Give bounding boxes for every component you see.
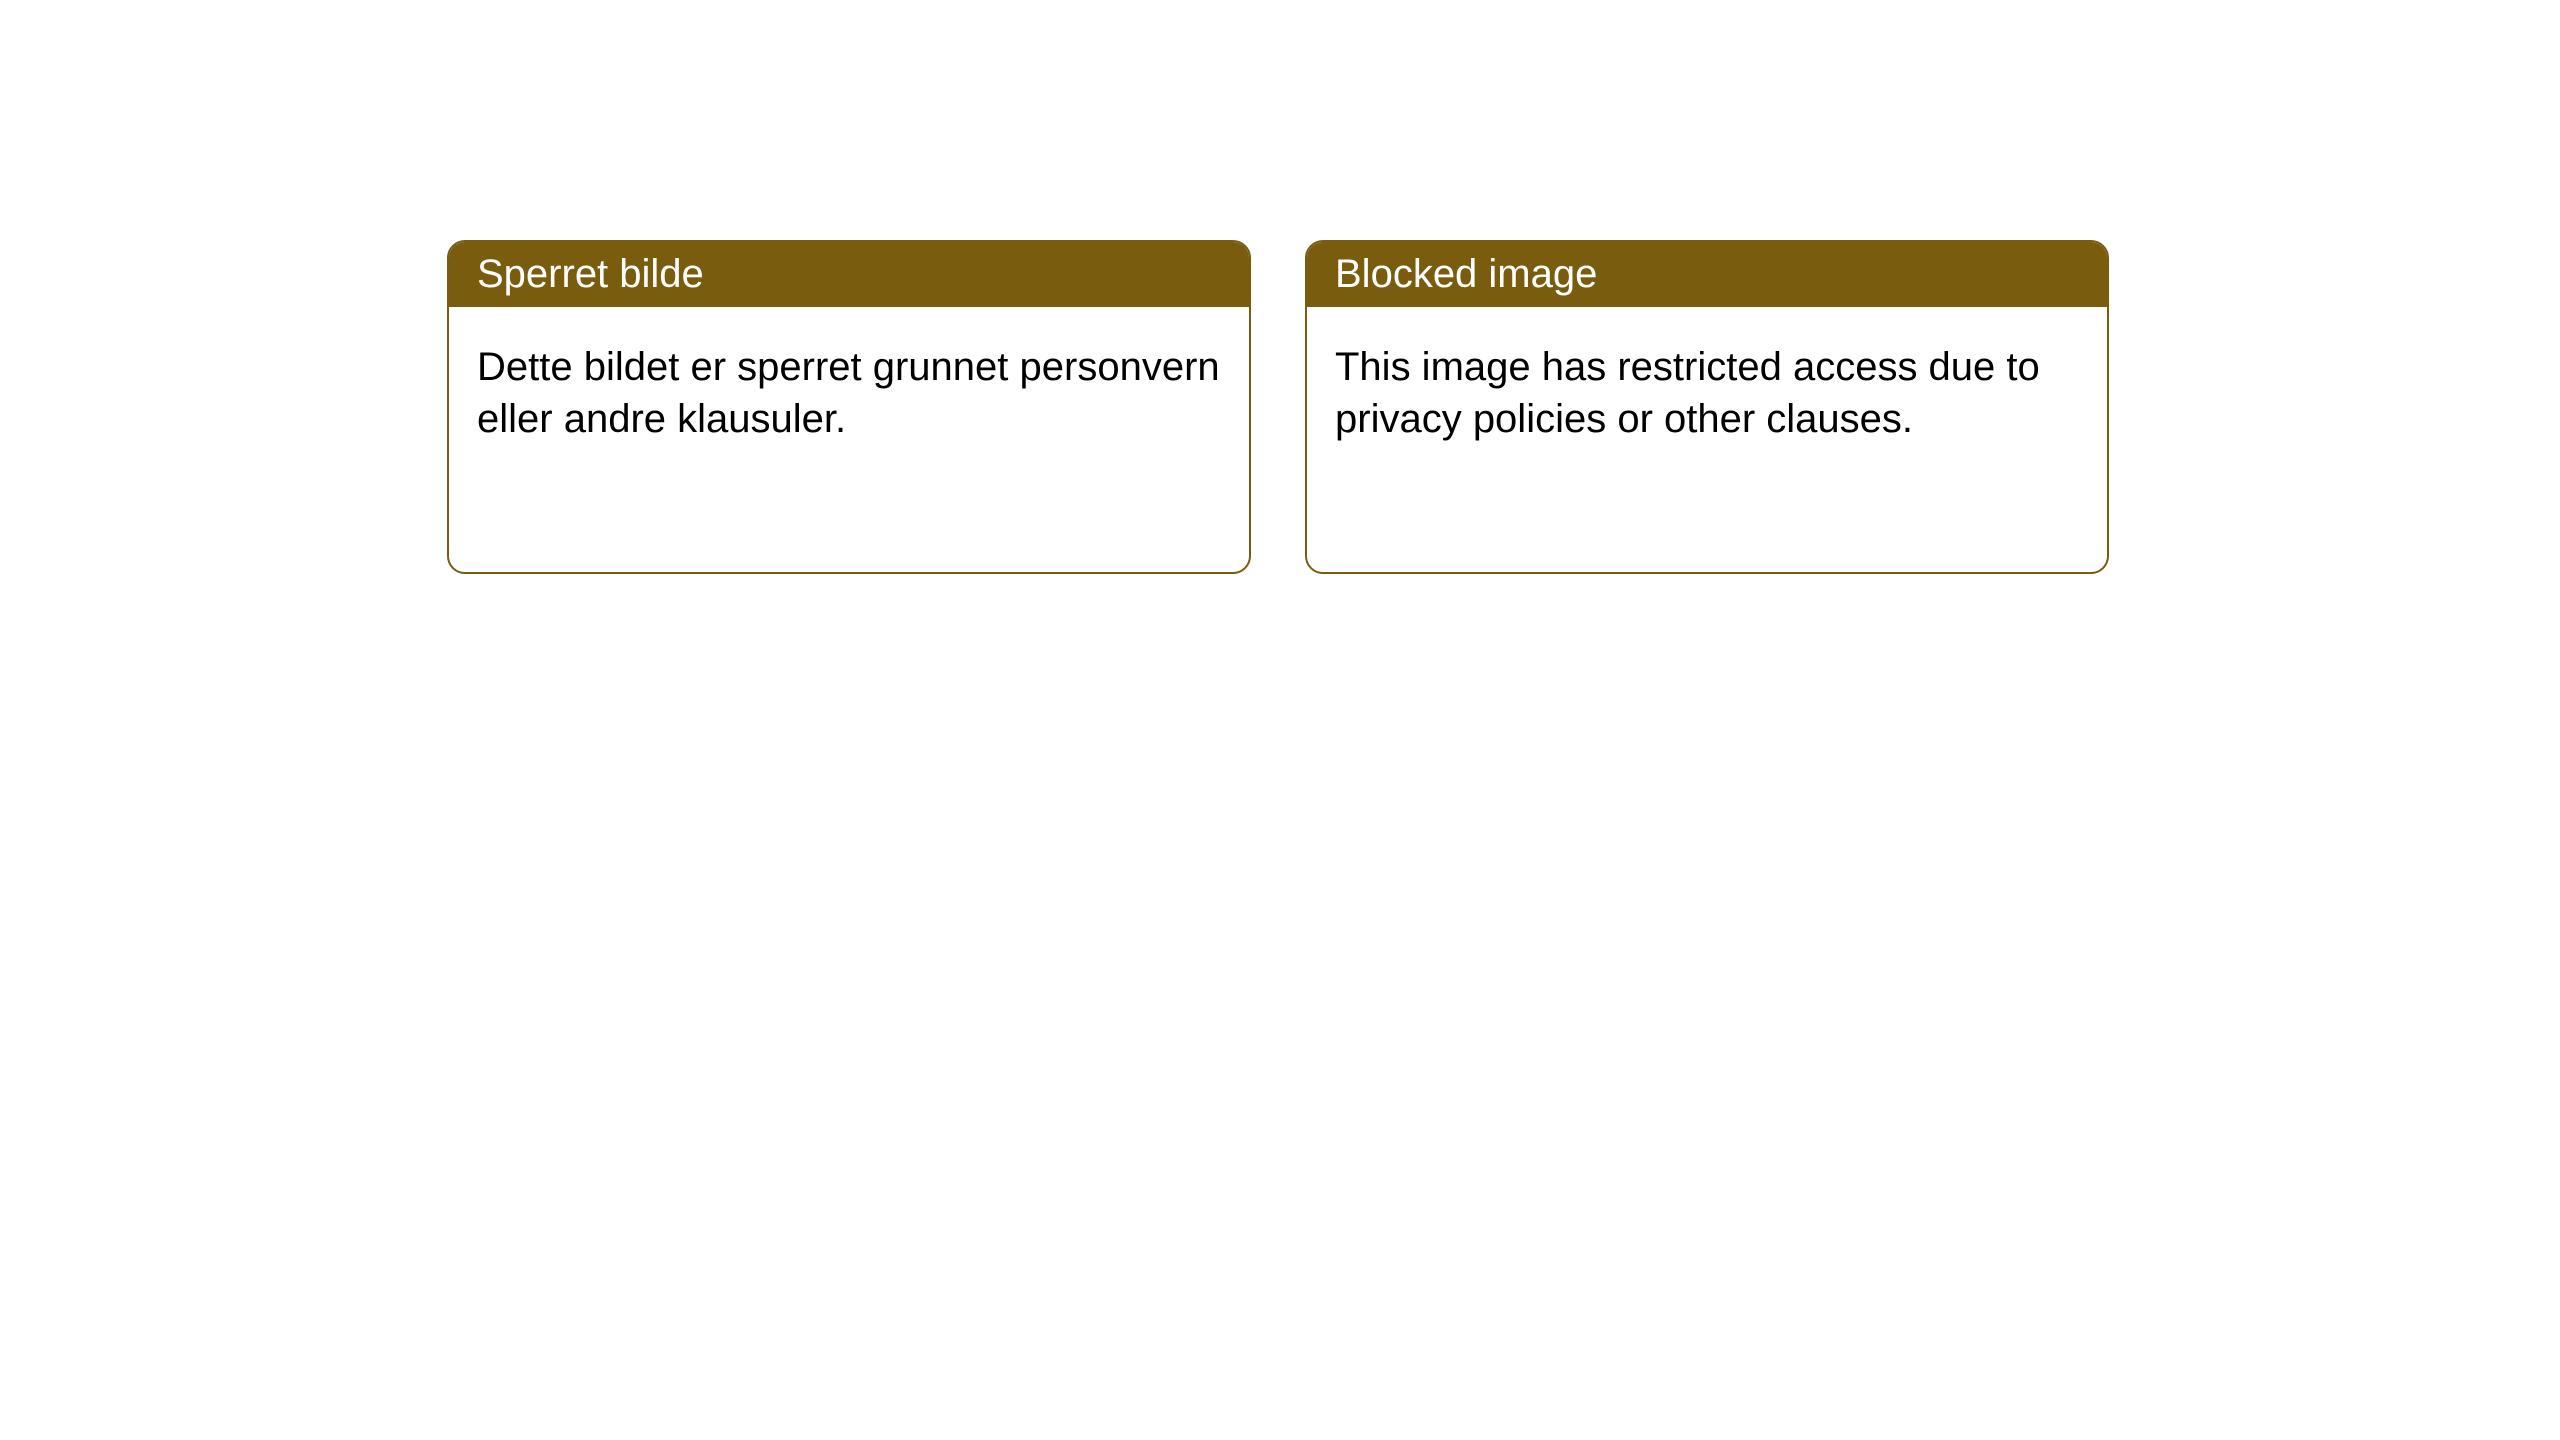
- notice-card-norwegian: Sperret bilde Dette bildet er sperret gr…: [447, 240, 1251, 574]
- notice-card-english: Blocked image This image has restricted …: [1305, 240, 2109, 574]
- notice-body-norwegian: Dette bildet er sperret grunnet personve…: [449, 307, 1249, 479]
- notice-title-norwegian: Sperret bilde: [449, 242, 1249, 307]
- notice-title-english: Blocked image: [1307, 242, 2107, 307]
- notice-body-english: This image has restricted access due to …: [1307, 307, 2107, 479]
- notice-container: Sperret bilde Dette bildet er sperret gr…: [447, 240, 2109, 574]
